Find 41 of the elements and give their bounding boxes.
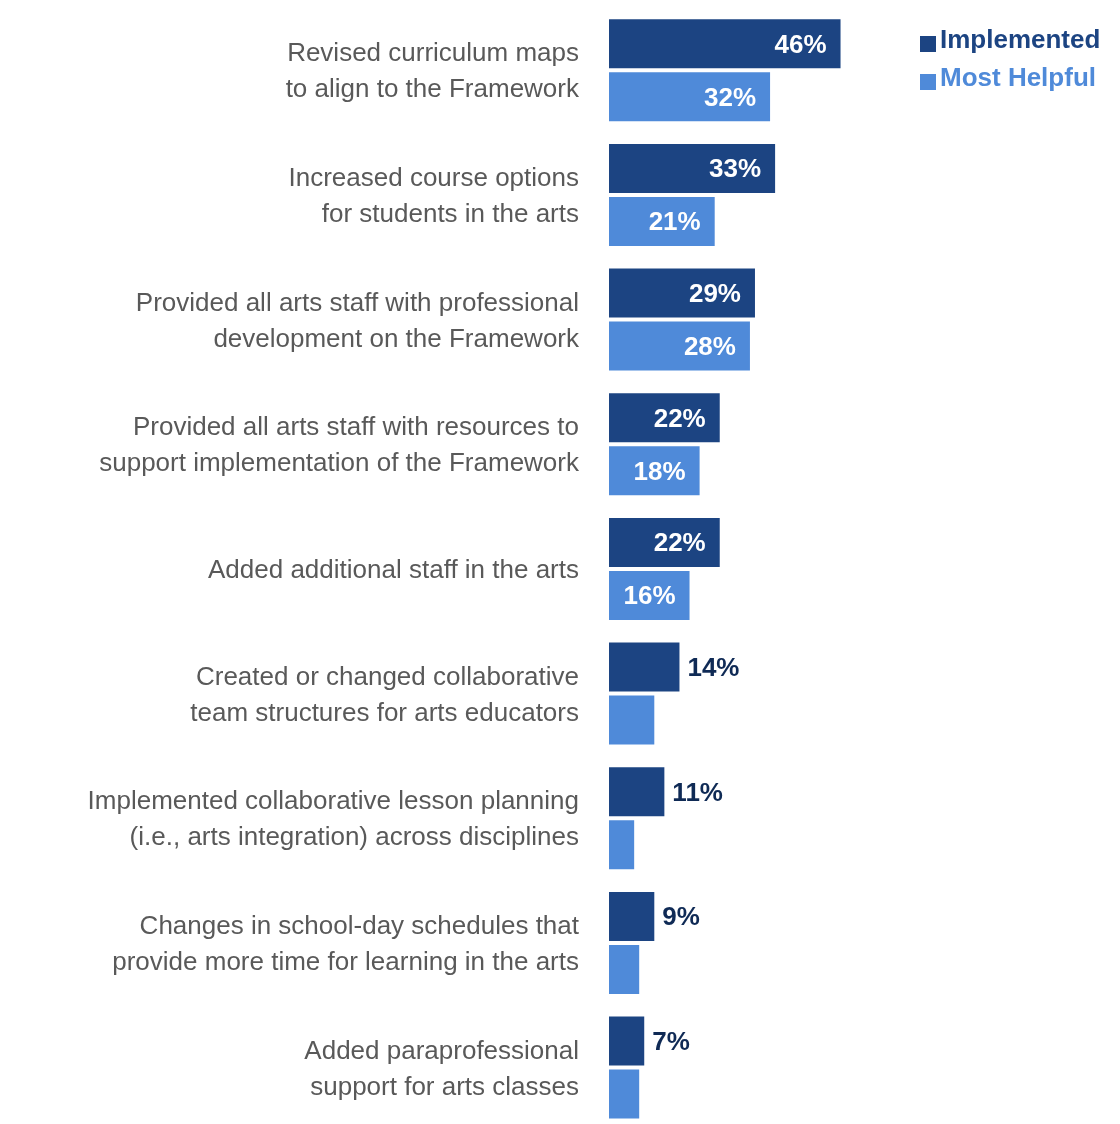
y-tick-label: Created or changed collaborative team structures for arts educators [190, 660, 579, 727]
data-label: 11% [672, 776, 723, 807]
y-tick-label: Provided all arts staff with professional development on the Framework [135, 286, 580, 353]
bar [609, 196, 715, 246]
bar [609, 517, 720, 567]
data-label: 14% [687, 652, 740, 683]
bar [609, 642, 680, 692]
y-tick-label: Changes in school-day schedules that provide more time for learning in the arts [112, 910, 580, 976]
data-label: 33% [709, 153, 762, 184]
bar [609, 820, 635, 870]
data-label: 21% [648, 206, 701, 237]
bar [609, 1016, 645, 1066]
y-tick-label: Added additional staff in the arts [208, 554, 579, 584]
bar [609, 1069, 640, 1119]
bar [609, 891, 655, 941]
y-tick-label: Provided all arts staff with resources to support implementation of the Framework [99, 411, 580, 478]
y-tick-label: Added paraprofessional support for arts classes [304, 1034, 579, 1101]
data-label: 29% [688, 278, 741, 309]
legend-label: Most Helpful [940, 62, 1096, 92]
data-label: 16% [623, 580, 676, 611]
bar [609, 321, 750, 371]
data-label: 22% [653, 527, 706, 558]
legend-label: Implemented [940, 24, 1101, 54]
y-tick-label: Revised curriculum maps to align to the Framework [285, 37, 580, 104]
data-label: 9% [662, 901, 700, 932]
data-label: 46% [774, 28, 827, 59]
bar [609, 72, 771, 122]
bar [609, 143, 776, 193]
y-tick-label: Increased course options for students in the arts [288, 162, 579, 228]
bar [609, 268, 755, 318]
data-label: 7% [652, 1026, 690, 1057]
data-label: 32% [704, 81, 757, 112]
bar [609, 944, 640, 994]
bar [609, 19, 841, 69]
bar [609, 767, 665, 817]
bar [609, 695, 655, 745]
data-label: 28% [683, 331, 736, 362]
data-label: 18% [633, 455, 686, 486]
y-tick-label: Implemented collaborative lesson planning (i.e., arts integration) across disciplines [87, 785, 579, 852]
bar [609, 393, 720, 443]
data-label: 22% [653, 402, 706, 433]
